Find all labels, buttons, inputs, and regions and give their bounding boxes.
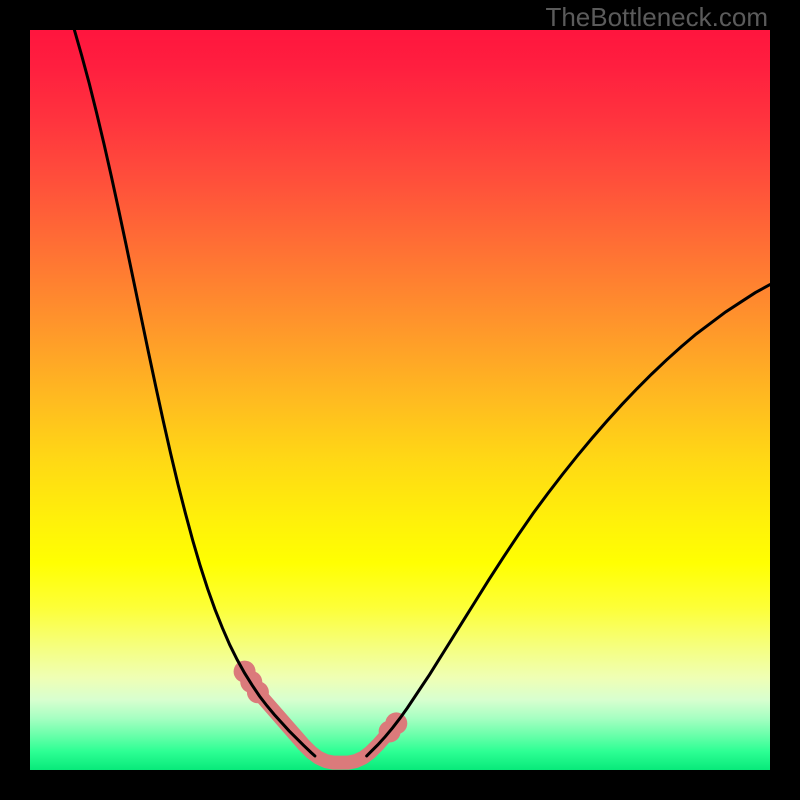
bottleneck-curve-left: [74, 30, 315, 756]
chart-svg: [30, 30, 770, 770]
watermark-text: TheBottleneck.com: [545, 2, 768, 33]
bottleneck-curve-right: [367, 285, 770, 756]
plot-area: [30, 30, 770, 770]
